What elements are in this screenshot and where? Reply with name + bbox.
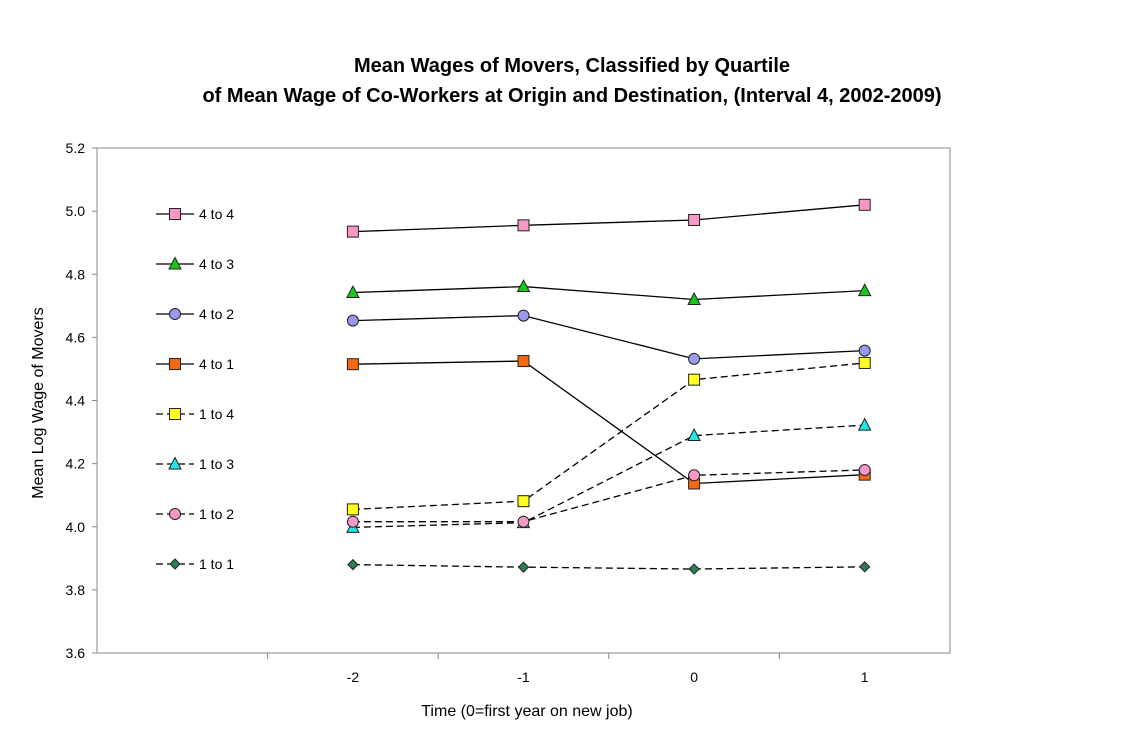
legend-marker (169, 208, 181, 220)
legend-entry: 4 to 3 (156, 256, 234, 272)
legend-entry: 1 to 3 (156, 456, 234, 472)
y-tick-label: 5.0 (66, 203, 86, 219)
legend-entry: 4 to 4 (156, 206, 234, 222)
x-tick-label: 0 (690, 669, 698, 685)
data-point (688, 469, 701, 482)
legend-label: 1 to 1 (199, 556, 234, 572)
legend-marker (168, 456, 182, 470)
legend-entry: 1 to 4 (156, 406, 234, 422)
chart-title-line-1: Mean Wages of Movers, Classified by Quar… (354, 55, 790, 77)
legend-label: 4 to 4 (199, 206, 234, 222)
series-line (352, 204, 865, 233)
legend-label: 1 to 4 (199, 406, 234, 422)
series-4-to-1 (346, 355, 871, 490)
legend-entry: 1 to 2 (156, 506, 234, 522)
legend-marker (169, 558, 181, 570)
series-4-to-2 (346, 309, 871, 365)
series-line (352, 285, 865, 301)
data-point (347, 558, 359, 571)
data-point (346, 358, 359, 371)
y-tick-label: 5.2 (66, 140, 86, 156)
y-tick-label: 4.6 (66, 329, 86, 345)
legend-entry: 1 to 1 (156, 556, 234, 572)
y-tick-label: 3.8 (66, 582, 86, 598)
x-axis-label: Time (0=first year on new job) (421, 703, 632, 720)
y-tick-label: 4.0 (66, 519, 86, 535)
y-axis-label: Mean Log Wage of Movers (30, 307, 47, 499)
data-point (858, 463, 871, 476)
data-point (346, 225, 359, 238)
data-point (517, 355, 530, 368)
data-point (516, 278, 531, 293)
x-axis: -2 -1 0 1 (267, 653, 869, 685)
legend-label: 1 to 2 (199, 506, 234, 522)
data-point (858, 344, 871, 357)
series-line (352, 360, 865, 485)
data-point (517, 219, 530, 232)
series-line (352, 469, 865, 523)
series-1-to-2 (346, 463, 871, 528)
series-group (346, 198, 872, 575)
data-point (687, 291, 701, 305)
data-point (517, 515, 530, 528)
legend-marker (169, 358, 181, 370)
series-1-to-1 (347, 558, 871, 575)
data-point (688, 352, 701, 365)
legend-marker (169, 308, 181, 320)
legend-label: 1 to 3 (199, 456, 234, 472)
data-point (517, 309, 530, 322)
data-point (517, 495, 530, 508)
y-tick-label: 4.4 (66, 393, 86, 409)
legend-label: 4 to 2 (199, 306, 234, 322)
data-point (858, 561, 871, 573)
series-line (352, 362, 865, 511)
chart-title-line-2: of Mean Wage of Co-Workers at Origin and… (202, 85, 941, 107)
series-line (352, 424, 865, 529)
legend-entry: 4 to 1 (156, 356, 234, 372)
legend: 4 to 4 4 to 3 4 to 2 4 to 1 1 to 4 1 to 3 1 to… (156, 206, 234, 572)
series-line (352, 314, 865, 360)
y-tick-label: 3.6 (66, 645, 86, 661)
data-point (688, 373, 701, 386)
y-tick-label: 4.2 (66, 456, 86, 472)
data-point (517, 561, 530, 573)
series-1-to-4 (346, 356, 871, 516)
x-tick-label: -2 (347, 669, 360, 685)
legend-marker (169, 408, 181, 420)
data-point (688, 563, 700, 575)
data-point (857, 283, 872, 297)
data-point (687, 427, 701, 442)
legend-entry: 4 to 2 (156, 306, 234, 322)
data-point (857, 417, 872, 431)
data-point (346, 284, 360, 299)
data-point (346, 515, 359, 528)
series-1-to-3 (346, 417, 872, 533)
data-point (858, 356, 871, 369)
data-point (346, 314, 359, 327)
data-point (858, 198, 871, 211)
legend-marker (168, 256, 182, 270)
series-line (352, 563, 865, 570)
legend-label: 4 to 3 (199, 256, 234, 272)
data-point (346, 503, 359, 516)
legend-label: 4 to 1 (199, 356, 234, 372)
legend-marker (169, 508, 181, 520)
series-4-to-4 (346, 198, 871, 238)
y-tick-label: 4.8 (66, 266, 86, 282)
y-axis: 5.2 5.0 4.8 4.6 4.4 4.2 4.0 3.8 3.6 (66, 140, 97, 661)
series-4-to-3 (346, 278, 872, 305)
chart-title: Mean Wages of Movers, Classified by Quar… (202, 55, 941, 107)
x-tick-label: -1 (517, 669, 530, 685)
data-point (688, 213, 701, 226)
x-tick-label: 1 (861, 669, 869, 685)
